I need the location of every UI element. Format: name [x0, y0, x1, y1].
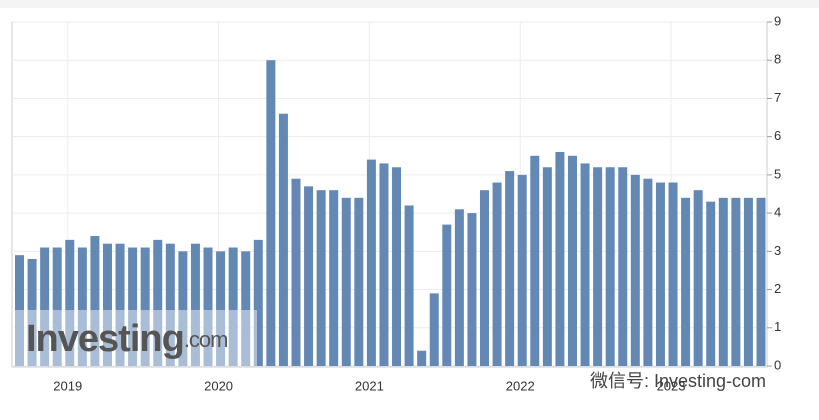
bar	[567, 155, 577, 366]
bar	[693, 190, 703, 366]
bar	[52, 247, 62, 366]
bar	[329, 190, 339, 366]
y-tick-label: 0	[774, 357, 781, 372]
bar	[718, 197, 728, 366]
bar	[756, 197, 766, 366]
bar	[228, 247, 238, 366]
wechat-watermark: 微信号: Investing-com	[590, 371, 766, 391]
bar	[77, 247, 87, 366]
toolbar-strip	[0, 0, 819, 8]
bar	[216, 251, 226, 366]
bar	[291, 178, 301, 366]
bar	[153, 239, 163, 366]
bar	[467, 213, 477, 366]
bar	[593, 167, 603, 366]
y-tick-label: 5	[774, 166, 781, 181]
bar	[15, 255, 24, 366]
logo-backdrop	[14, 310, 257, 366]
bar	[115, 243, 125, 366]
bar	[681, 197, 691, 366]
bar	[40, 247, 50, 366]
bar	[505, 171, 515, 366]
x-tick-label: 2022	[506, 378, 535, 393]
bar	[429, 293, 439, 366]
bar	[140, 247, 150, 366]
logo-main: Investing	[26, 318, 184, 360]
bar	[304, 186, 314, 366]
bar	[278, 113, 288, 366]
bar	[743, 197, 753, 366]
bar	[605, 167, 615, 366]
bar	[190, 243, 200, 366]
x-tick-label: 2020	[204, 378, 233, 393]
bar	[618, 167, 628, 366]
bar	[65, 239, 75, 366]
bar	[379, 163, 389, 366]
bar	[241, 251, 251, 366]
x-tick-label: 2021	[355, 378, 384, 393]
bar	[165, 243, 175, 366]
bar	[90, 236, 100, 366]
bar	[404, 205, 414, 366]
bar	[341, 197, 351, 366]
bar	[668, 182, 678, 366]
y-tick-label: 3	[774, 243, 781, 258]
bar	[102, 243, 112, 366]
bar	[530, 155, 540, 366]
bar	[655, 182, 665, 366]
y-tick-label: 4	[774, 205, 781, 220]
logo: Investing.com	[26, 318, 228, 360]
bar	[203, 247, 213, 366]
x-tick-label: 2023	[657, 378, 686, 393]
bar	[178, 251, 188, 366]
bar	[630, 174, 640, 366]
logo-suffix: .com	[184, 327, 228, 352]
bar	[731, 197, 741, 366]
bar	[392, 167, 402, 366]
bar	[580, 163, 590, 366]
bar	[266, 60, 276, 366]
x-tick-label: 2019	[53, 378, 82, 393]
y-tick-label: 6	[774, 128, 781, 143]
bar	[643, 178, 653, 366]
bar	[517, 174, 527, 366]
bar	[706, 201, 716, 366]
bar	[542, 167, 552, 366]
bar	[555, 151, 565, 366]
y-tick-label: 1	[774, 319, 781, 334]
y-tick-label: 8	[774, 52, 781, 67]
bar	[253, 239, 263, 366]
bar	[366, 159, 376, 366]
bar	[27, 258, 37, 366]
bar	[354, 197, 364, 366]
bar	[454, 209, 464, 366]
bar	[480, 190, 490, 366]
bar	[316, 190, 326, 366]
y-tick-label: 2	[774, 281, 781, 296]
bar	[442, 224, 452, 366]
bars	[15, 60, 766, 366]
bar	[492, 182, 502, 366]
y-tick-label: 7	[774, 90, 781, 105]
bar	[417, 350, 427, 366]
y-tick-label: 9	[774, 13, 781, 28]
bar	[128, 247, 138, 366]
